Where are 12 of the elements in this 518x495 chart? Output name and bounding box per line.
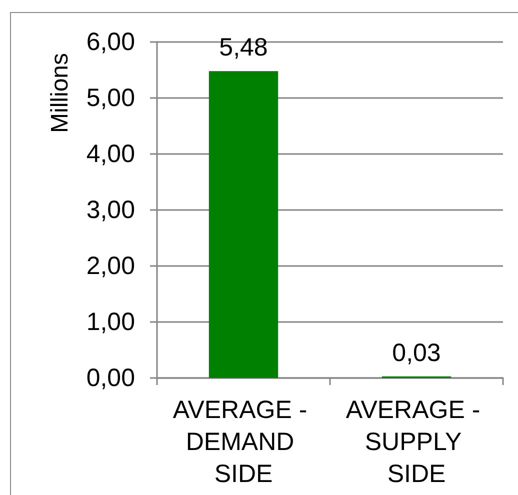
y-tick-label: 0,00 (86, 364, 135, 392)
data-label: 5,48 (219, 34, 268, 62)
x-tick-label: AVERAGE - DEMAND SIDE (172, 396, 314, 488)
y-axis-title: Millions (46, 52, 74, 134)
y-tick-label: 1,00 (86, 308, 135, 336)
x-tick-label: AVERAGE - SUPPLY SIDE (346, 396, 488, 488)
y-tick-label: 3,00 (86, 196, 135, 224)
y-tick-label: 2,00 (86, 252, 135, 280)
y-tick-label: 6,00 (86, 28, 135, 56)
y-tick-label: 5,00 (86, 84, 135, 112)
data-label: 0,03 (392, 338, 441, 367)
y-tick-label: 4,00 (86, 140, 135, 168)
